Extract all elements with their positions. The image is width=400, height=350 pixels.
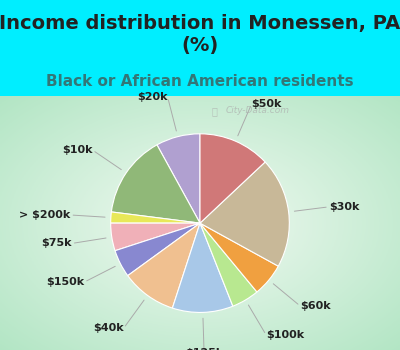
Wedge shape xyxy=(111,223,200,251)
Text: > $200k: > $200k xyxy=(19,210,70,220)
Wedge shape xyxy=(200,162,289,266)
Wedge shape xyxy=(111,145,200,223)
Text: $10k: $10k xyxy=(62,145,92,155)
Text: $100k: $100k xyxy=(266,330,304,340)
Wedge shape xyxy=(115,223,200,276)
Text: $30k: $30k xyxy=(329,202,359,212)
Text: $150k: $150k xyxy=(46,277,84,287)
Text: $20k: $20k xyxy=(137,92,168,102)
Wedge shape xyxy=(111,212,200,223)
Text: $75k: $75k xyxy=(41,238,72,248)
Text: $60k: $60k xyxy=(300,301,331,311)
Wedge shape xyxy=(200,134,265,223)
Text: City-Data.com: City-Data.com xyxy=(225,106,289,116)
Wedge shape xyxy=(200,223,257,306)
Text: $125k: $125k xyxy=(185,348,223,350)
Text: Income distribution in Monessen, PA
(%): Income distribution in Monessen, PA (%) xyxy=(0,14,400,55)
Wedge shape xyxy=(157,134,200,223)
Text: $40k: $40k xyxy=(93,323,124,333)
Text: Black or African American residents: Black or African American residents xyxy=(46,74,354,89)
Wedge shape xyxy=(128,223,200,308)
Text: $50k: $50k xyxy=(252,99,282,109)
Wedge shape xyxy=(172,223,233,313)
Wedge shape xyxy=(200,223,278,292)
Text: ⦾: ⦾ xyxy=(212,106,217,117)
